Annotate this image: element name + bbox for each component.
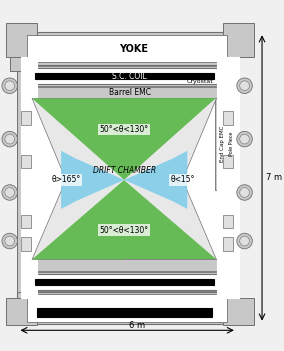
Polygon shape (32, 98, 216, 259)
Circle shape (237, 233, 252, 249)
Polygon shape (32, 98, 124, 180)
Bar (18, 32, 37, 292)
Text: Cryostat: Cryostat (187, 79, 214, 84)
Polygon shape (124, 98, 216, 180)
Text: 6 m: 6 m (129, 321, 145, 330)
Bar (18, 32, 237, 65)
Polygon shape (32, 180, 124, 259)
Circle shape (2, 131, 18, 147)
Circle shape (2, 78, 18, 93)
Bar (223, 215, 233, 229)
Bar (229, 98, 235, 190)
Bar (21, 155, 31, 168)
Bar (10, 28, 37, 71)
Bar (21, 215, 31, 229)
Text: 50°<θ<130°: 50°<θ<130° (100, 226, 149, 235)
Bar (21, 237, 31, 251)
Text: S.C. COIL: S.C. COIL (112, 73, 147, 81)
Polygon shape (223, 23, 254, 325)
Bar (18, 292, 237, 324)
Bar (35, 73, 214, 79)
Bar (216, 98, 229, 190)
Text: 50°<θ<130°: 50°<θ<130° (100, 125, 149, 134)
Bar (223, 111, 233, 125)
Circle shape (2, 233, 18, 249)
Text: θ<15°: θ<15° (170, 176, 195, 184)
Circle shape (5, 81, 14, 91)
Circle shape (5, 236, 14, 246)
Circle shape (237, 185, 252, 200)
Bar (217, 57, 239, 298)
Bar (35, 279, 214, 285)
Bar (27, 35, 227, 62)
Bar (223, 155, 233, 168)
Text: End Cap EMC: End Cap EMC (220, 126, 225, 162)
Circle shape (2, 185, 18, 200)
Bar (33, 259, 225, 271)
Circle shape (237, 78, 252, 93)
Bar (27, 294, 227, 322)
Polygon shape (124, 151, 187, 209)
Bar (37, 60, 227, 292)
Bar (21, 111, 31, 125)
Bar (223, 237, 233, 251)
Bar (31, 68, 221, 84)
Circle shape (5, 188, 14, 197)
Bar (10, 28, 37, 71)
Circle shape (240, 134, 249, 144)
Text: YOKE: YOKE (120, 44, 149, 54)
Text: Pole Piece: Pole Piece (229, 132, 235, 156)
Text: 7 m: 7 m (266, 173, 282, 183)
Circle shape (240, 236, 249, 246)
Text: Barrel EMC: Barrel EMC (109, 88, 151, 97)
Bar (37, 308, 212, 317)
Bar (21, 57, 37, 298)
Bar (27, 272, 227, 291)
Polygon shape (61, 151, 124, 209)
Bar (27, 66, 227, 86)
Circle shape (237, 131, 252, 147)
Polygon shape (6, 23, 37, 325)
Circle shape (240, 188, 249, 197)
Text: θ>165°: θ>165° (51, 176, 81, 184)
Polygon shape (124, 180, 216, 259)
Text: DRIFT CHAMBER: DRIFT CHAMBER (93, 166, 156, 175)
Circle shape (5, 134, 14, 144)
Circle shape (240, 81, 249, 91)
Bar (31, 274, 221, 290)
Bar (33, 87, 225, 98)
